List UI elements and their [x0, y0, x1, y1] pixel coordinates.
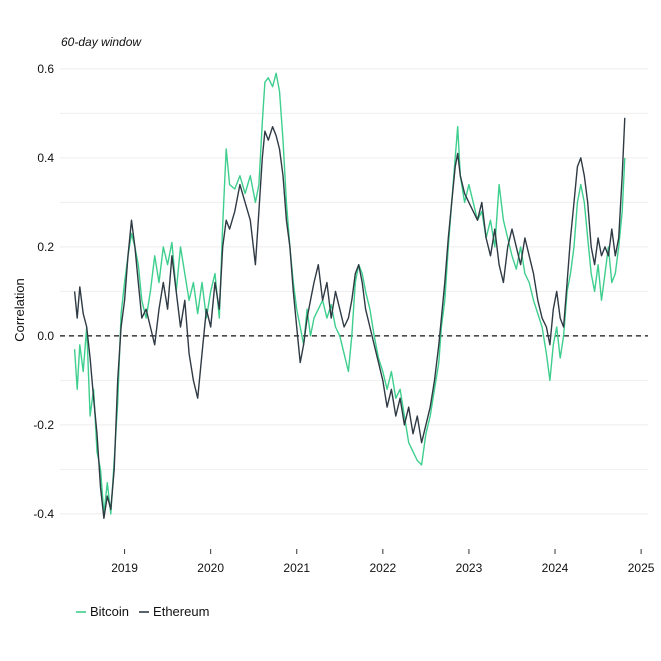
series-lines: [73, 72, 626, 519]
x-tick-label: 2020: [197, 561, 224, 575]
y-tick-label: 0.2: [37, 240, 54, 254]
x-tick-label: 2022: [369, 561, 396, 575]
legend: Bitcoin Ethereum: [76, 604, 209, 619]
gridlines: [60, 68, 648, 515]
x-axis-ticks: 2019 2020 2021 2022 2023 2024 2025: [111, 549, 655, 575]
y-tick-label: 0.4: [37, 151, 54, 165]
y-axis-title: Correlation: [12, 278, 27, 342]
y-tick-label: -0.2: [33, 418, 54, 432]
series-line-bitcoin: [73, 72, 626, 515]
x-tick-label: 2025: [628, 561, 655, 575]
y-tick-label: 0.6: [37, 62, 54, 76]
series-line-ethereum: [73, 117, 626, 519]
x-tick-label: 2019: [111, 561, 138, 575]
chart-subtitle: 60-day window: [61, 35, 142, 49]
legend-label-ethereum: Ethereum: [153, 604, 209, 619]
x-tick-label: 2024: [542, 561, 569, 575]
legend-label-bitcoin: Bitcoin: [90, 604, 129, 619]
y-tick-label: -0.4: [33, 507, 54, 521]
y-tick-label: 0.0: [37, 329, 54, 343]
x-tick-label: 2023: [456, 561, 483, 575]
x-tick-label: 2021: [283, 561, 310, 575]
y-axis-ticks: -0.4 -0.2 0.0 0.2 0.4 0.6: [33, 62, 54, 521]
